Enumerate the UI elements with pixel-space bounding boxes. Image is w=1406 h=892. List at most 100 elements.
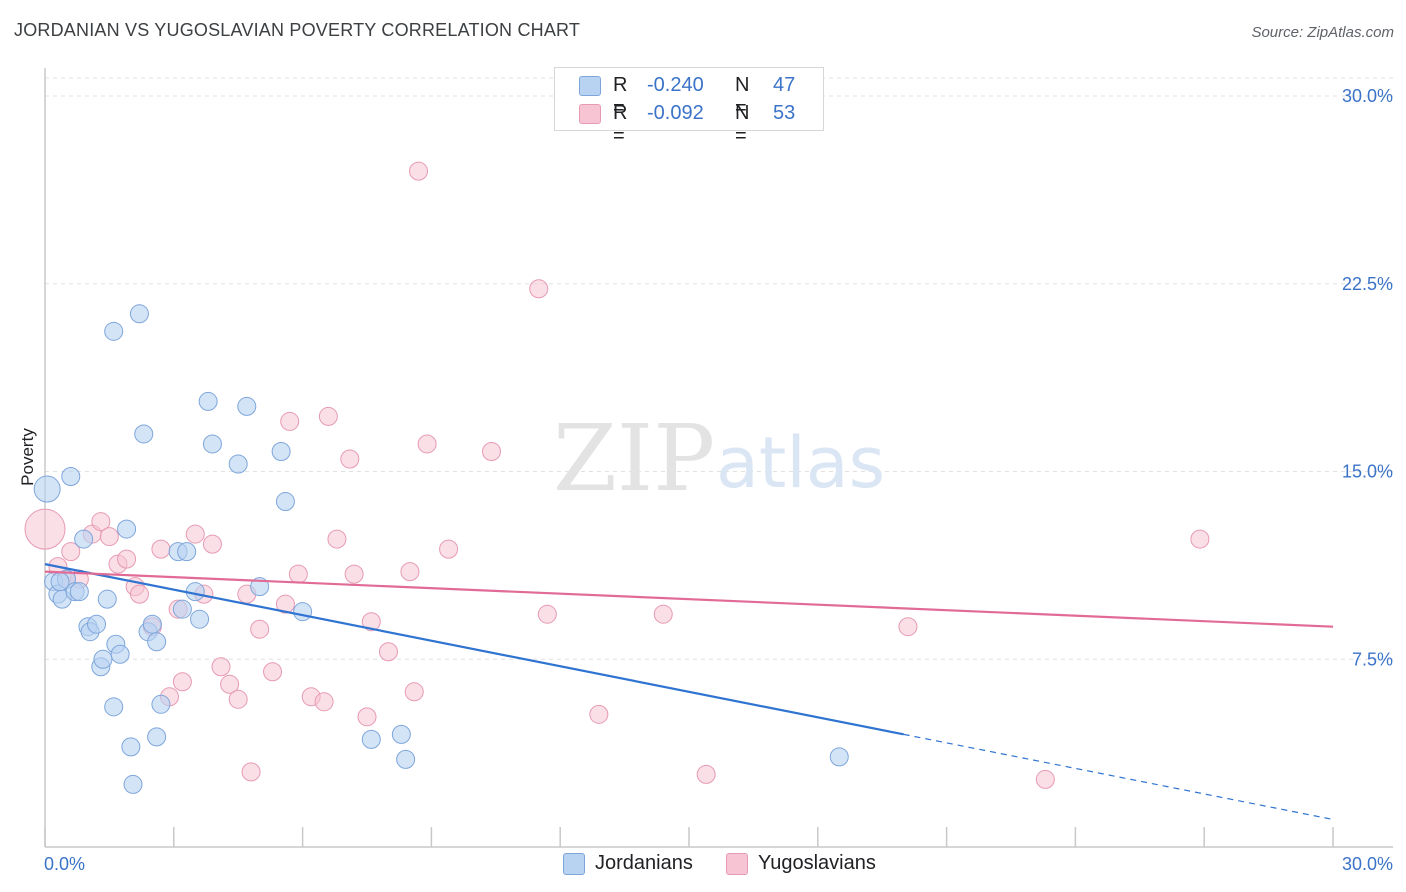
chart-title: JORDANIAN VS YUGOSLAVIAN POVERTY CORRELA… — [14, 20, 581, 40]
yugoslavian-point — [340, 449, 360, 469]
legend-n-label: N = — [735, 102, 750, 147]
jordanian-point — [237, 396, 257, 416]
yugoslavian-point — [280, 411, 300, 431]
y-tick-labels: 7.5% 15.0% 22.5% 30.0% — [1342, 86, 1393, 669]
legend: R = -0.240 N = 47 R = -0.092 N = 53 — [554, 67, 824, 147]
yugoslavian-point — [117, 549, 137, 569]
pink-swatch-icon — [579, 104, 601, 124]
jordanian-point — [61, 467, 81, 487]
yugoslavian-point — [211, 657, 231, 677]
yugoslavian-point — [378, 642, 398, 662]
axes — [44, 68, 1393, 848]
jordanian-point — [271, 441, 291, 461]
bottom-legend-label: Yugoslavians — [758, 852, 876, 874]
y-tick-label: 15.0% — [1342, 462, 1393, 482]
jordanian-point — [69, 582, 89, 602]
yugoslavian-point — [314, 692, 334, 712]
jordanian-point — [93, 649, 113, 669]
yugoslavian-point — [129, 584, 149, 604]
jordanian-point — [391, 724, 411, 744]
legend-r-value: -0.092 — [647, 102, 704, 124]
watermark-zip: ZIP — [553, 405, 715, 512]
yugoslavian-point — [1190, 529, 1210, 549]
yugoslavian-point — [327, 529, 347, 549]
yugoslavian-point — [250, 619, 270, 639]
pink-swatch-icon — [726, 853, 748, 875]
yugoslavian-point — [589, 704, 609, 724]
yugoslavian-point — [220, 674, 240, 694]
jordanian-point — [172, 599, 192, 619]
yugoslavian-point — [361, 612, 381, 632]
jordanian-point — [74, 529, 94, 549]
jordanian-point — [134, 424, 154, 444]
jordanian-point — [33, 475, 61, 503]
yugoslavian-point — [898, 617, 918, 637]
jordanian-point — [142, 614, 162, 634]
yugoslavian-point — [344, 564, 364, 584]
yugoslavian-trend-line — [44, 570, 1334, 628]
source-label: Source: ZipAtlas.com — [1251, 24, 1394, 41]
yugoslavian-point — [275, 594, 295, 614]
trend-lines — [44, 563, 1334, 821]
jordanian-point — [147, 632, 167, 652]
yugoslavian-point — [357, 707, 377, 727]
jordanian-point — [198, 391, 218, 411]
legend-r-label: R = — [613, 102, 628, 147]
yugoslavian-point — [696, 764, 716, 784]
yugoslavian-point — [482, 441, 502, 461]
jordanian-point — [396, 749, 416, 769]
y-axis-title: Poverty — [18, 428, 37, 486]
yugoslavian-point — [185, 524, 205, 544]
yugoslavian-point — [91, 512, 111, 532]
jordanian-point — [293, 602, 313, 622]
yugoslavian-point — [263, 662, 283, 682]
legend-r-value: -0.240 — [647, 74, 704, 96]
jordanian-trend-line — [44, 563, 904, 736]
jordanian-trend-extension — [903, 733, 1334, 821]
blue-swatch-icon — [563, 853, 585, 875]
jordanian-point — [202, 434, 222, 454]
yugoslavian-point — [24, 508, 66, 550]
yugoslavian-point — [417, 434, 437, 454]
jordanian-point — [110, 644, 130, 664]
jordanian-point — [121, 737, 141, 757]
yugoslavian-point — [288, 564, 308, 584]
yugoslavian-point — [99, 527, 119, 547]
jordanian-point — [361, 729, 381, 749]
yugoslavian-point — [202, 534, 222, 554]
yugoslavian-point — [529, 279, 549, 299]
yugoslavian-point — [653, 604, 673, 624]
legend-n-label: N = — [735, 74, 750, 119]
jordanian-point — [190, 609, 210, 629]
jordanian-point — [151, 694, 171, 714]
jordanian-point — [147, 727, 167, 747]
jordanian-point — [228, 454, 248, 474]
blue-swatch-icon — [579, 76, 601, 96]
yugoslavian-point — [404, 682, 424, 702]
watermark-atlas: atlas — [716, 422, 885, 504]
yugoslavian-point — [151, 539, 171, 559]
jordanian-point — [97, 589, 117, 609]
jordanian-point — [123, 774, 143, 794]
yugoslavian-point — [241, 762, 261, 782]
legend-n-value: 47 — [773, 74, 796, 96]
bottom-legend-label: Jordanians — [595, 852, 693, 874]
jordanian-point — [104, 697, 124, 717]
yugoslavian-point — [61, 542, 81, 562]
y-tick-label: 22.5% — [1342, 274, 1393, 294]
yugoslavian-point — [318, 406, 338, 426]
y-tick-label: 7.5% — [1352, 649, 1393, 669]
yugoslavian-point — [228, 689, 248, 709]
jordanian-point — [177, 542, 197, 562]
jordanian-point — [87, 614, 107, 634]
legend-r-label: R = — [613, 74, 628, 119]
x-tick-label-min: 0.0% — [44, 854, 85, 874]
legend-n-value: 53 — [773, 102, 796, 124]
jordanian-point — [250, 577, 270, 597]
jordanian-point — [129, 304, 149, 324]
yugoslavian-point — [172, 672, 192, 692]
yugoslavian-point — [409, 161, 429, 181]
yugoslavian-point — [537, 604, 557, 624]
x-tick-label-max: 30.0% — [1342, 854, 1393, 874]
